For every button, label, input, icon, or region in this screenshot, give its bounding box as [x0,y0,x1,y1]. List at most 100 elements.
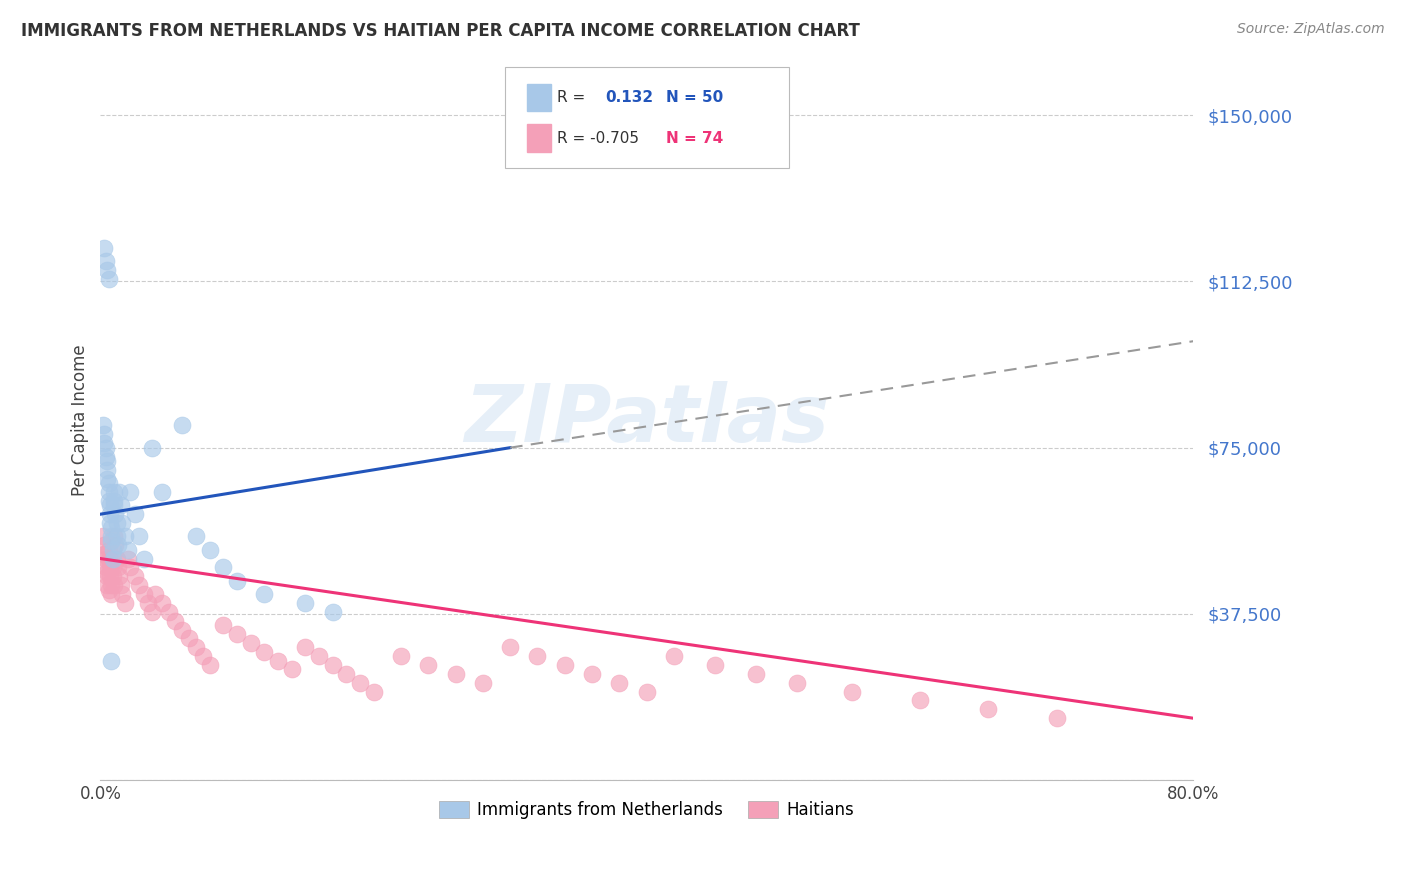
Point [389,649,412,664]
Point [96,454,118,468]
Point [150,596,173,610]
Point [499,640,522,655]
Point [609,675,631,690]
Point [172,623,194,637]
Point [108,569,131,583]
Point [294,640,316,655]
Point [97,551,120,566]
Point [114,596,136,610]
Point [191,649,214,664]
Point [704,658,727,673]
Point [104,538,127,552]
Point [105,551,128,566]
Point [184,640,207,655]
Point [294,596,316,610]
Point [198,542,221,557]
Point [101,542,124,557]
Point [96,263,118,277]
Point [212,560,235,574]
FancyBboxPatch shape [527,84,551,112]
Point [93,241,115,255]
Point [280,662,302,676]
Point [110,578,132,592]
Point [124,569,146,583]
Point [100,578,122,592]
Point [94,551,117,566]
Point [97,542,120,557]
Point [132,587,155,601]
Point [150,485,173,500]
Point [98,556,121,570]
Point [94,254,117,268]
Text: ZIPatlas: ZIPatlas [464,381,830,459]
Point [136,596,159,610]
Point [101,551,124,566]
FancyBboxPatch shape [527,125,551,152]
Point [554,658,576,673]
Point [98,516,121,530]
Point [322,658,344,673]
Point [363,684,385,698]
Point [103,494,125,508]
Point [97,494,120,508]
Point [253,645,276,659]
Point [107,560,129,574]
Text: IMMIGRANTS FROM NETHERLANDS VS HAITIAN PER CAPITA INCOME CORRELATION CHART: IMMIGRANTS FROM NETHERLANDS VS HAITIAN P… [21,22,860,40]
Point [179,632,201,646]
Point [91,418,114,433]
Point [100,654,122,668]
Point [98,569,121,583]
Point [117,542,139,557]
Point [100,551,122,566]
Point [120,560,142,574]
Point [100,529,122,543]
Point [184,529,207,543]
Text: N = 74: N = 74 [666,130,724,145]
Point [104,507,127,521]
Point [141,441,163,455]
Text: Source: ZipAtlas.com: Source: ZipAtlas.com [1237,22,1385,37]
Point [97,582,120,597]
Point [526,649,548,664]
Point [110,499,132,513]
Point [444,666,467,681]
Point [172,418,194,433]
Point [100,533,122,548]
Point [97,485,120,500]
Point [96,463,118,477]
Point [662,649,685,664]
Point [101,569,124,583]
Point [96,565,118,579]
Point [1045,711,1067,725]
Point [120,485,142,500]
Point [98,507,121,521]
Point [267,654,290,668]
Point [98,499,121,513]
Point [471,675,494,690]
Point [212,618,235,632]
Point [111,587,134,601]
Text: 0.132: 0.132 [605,90,654,105]
Point [581,666,603,681]
Point [96,472,118,486]
Y-axis label: Per Capita Income: Per Capita Income [72,344,89,496]
Point [103,578,125,592]
Text: R = -0.705: R = -0.705 [557,130,640,145]
Point [105,516,128,530]
Point [101,560,124,574]
Point [745,666,768,681]
Point [132,551,155,566]
Point [94,441,117,455]
Point [786,675,808,690]
Point [165,614,187,628]
Text: N = 50: N = 50 [666,90,724,105]
Point [841,684,863,698]
Point [108,485,131,500]
Point [141,605,163,619]
Point [157,605,180,619]
Point [105,529,128,543]
Point [93,427,115,442]
Point [322,605,344,619]
Point [93,547,115,561]
Point [93,538,115,552]
